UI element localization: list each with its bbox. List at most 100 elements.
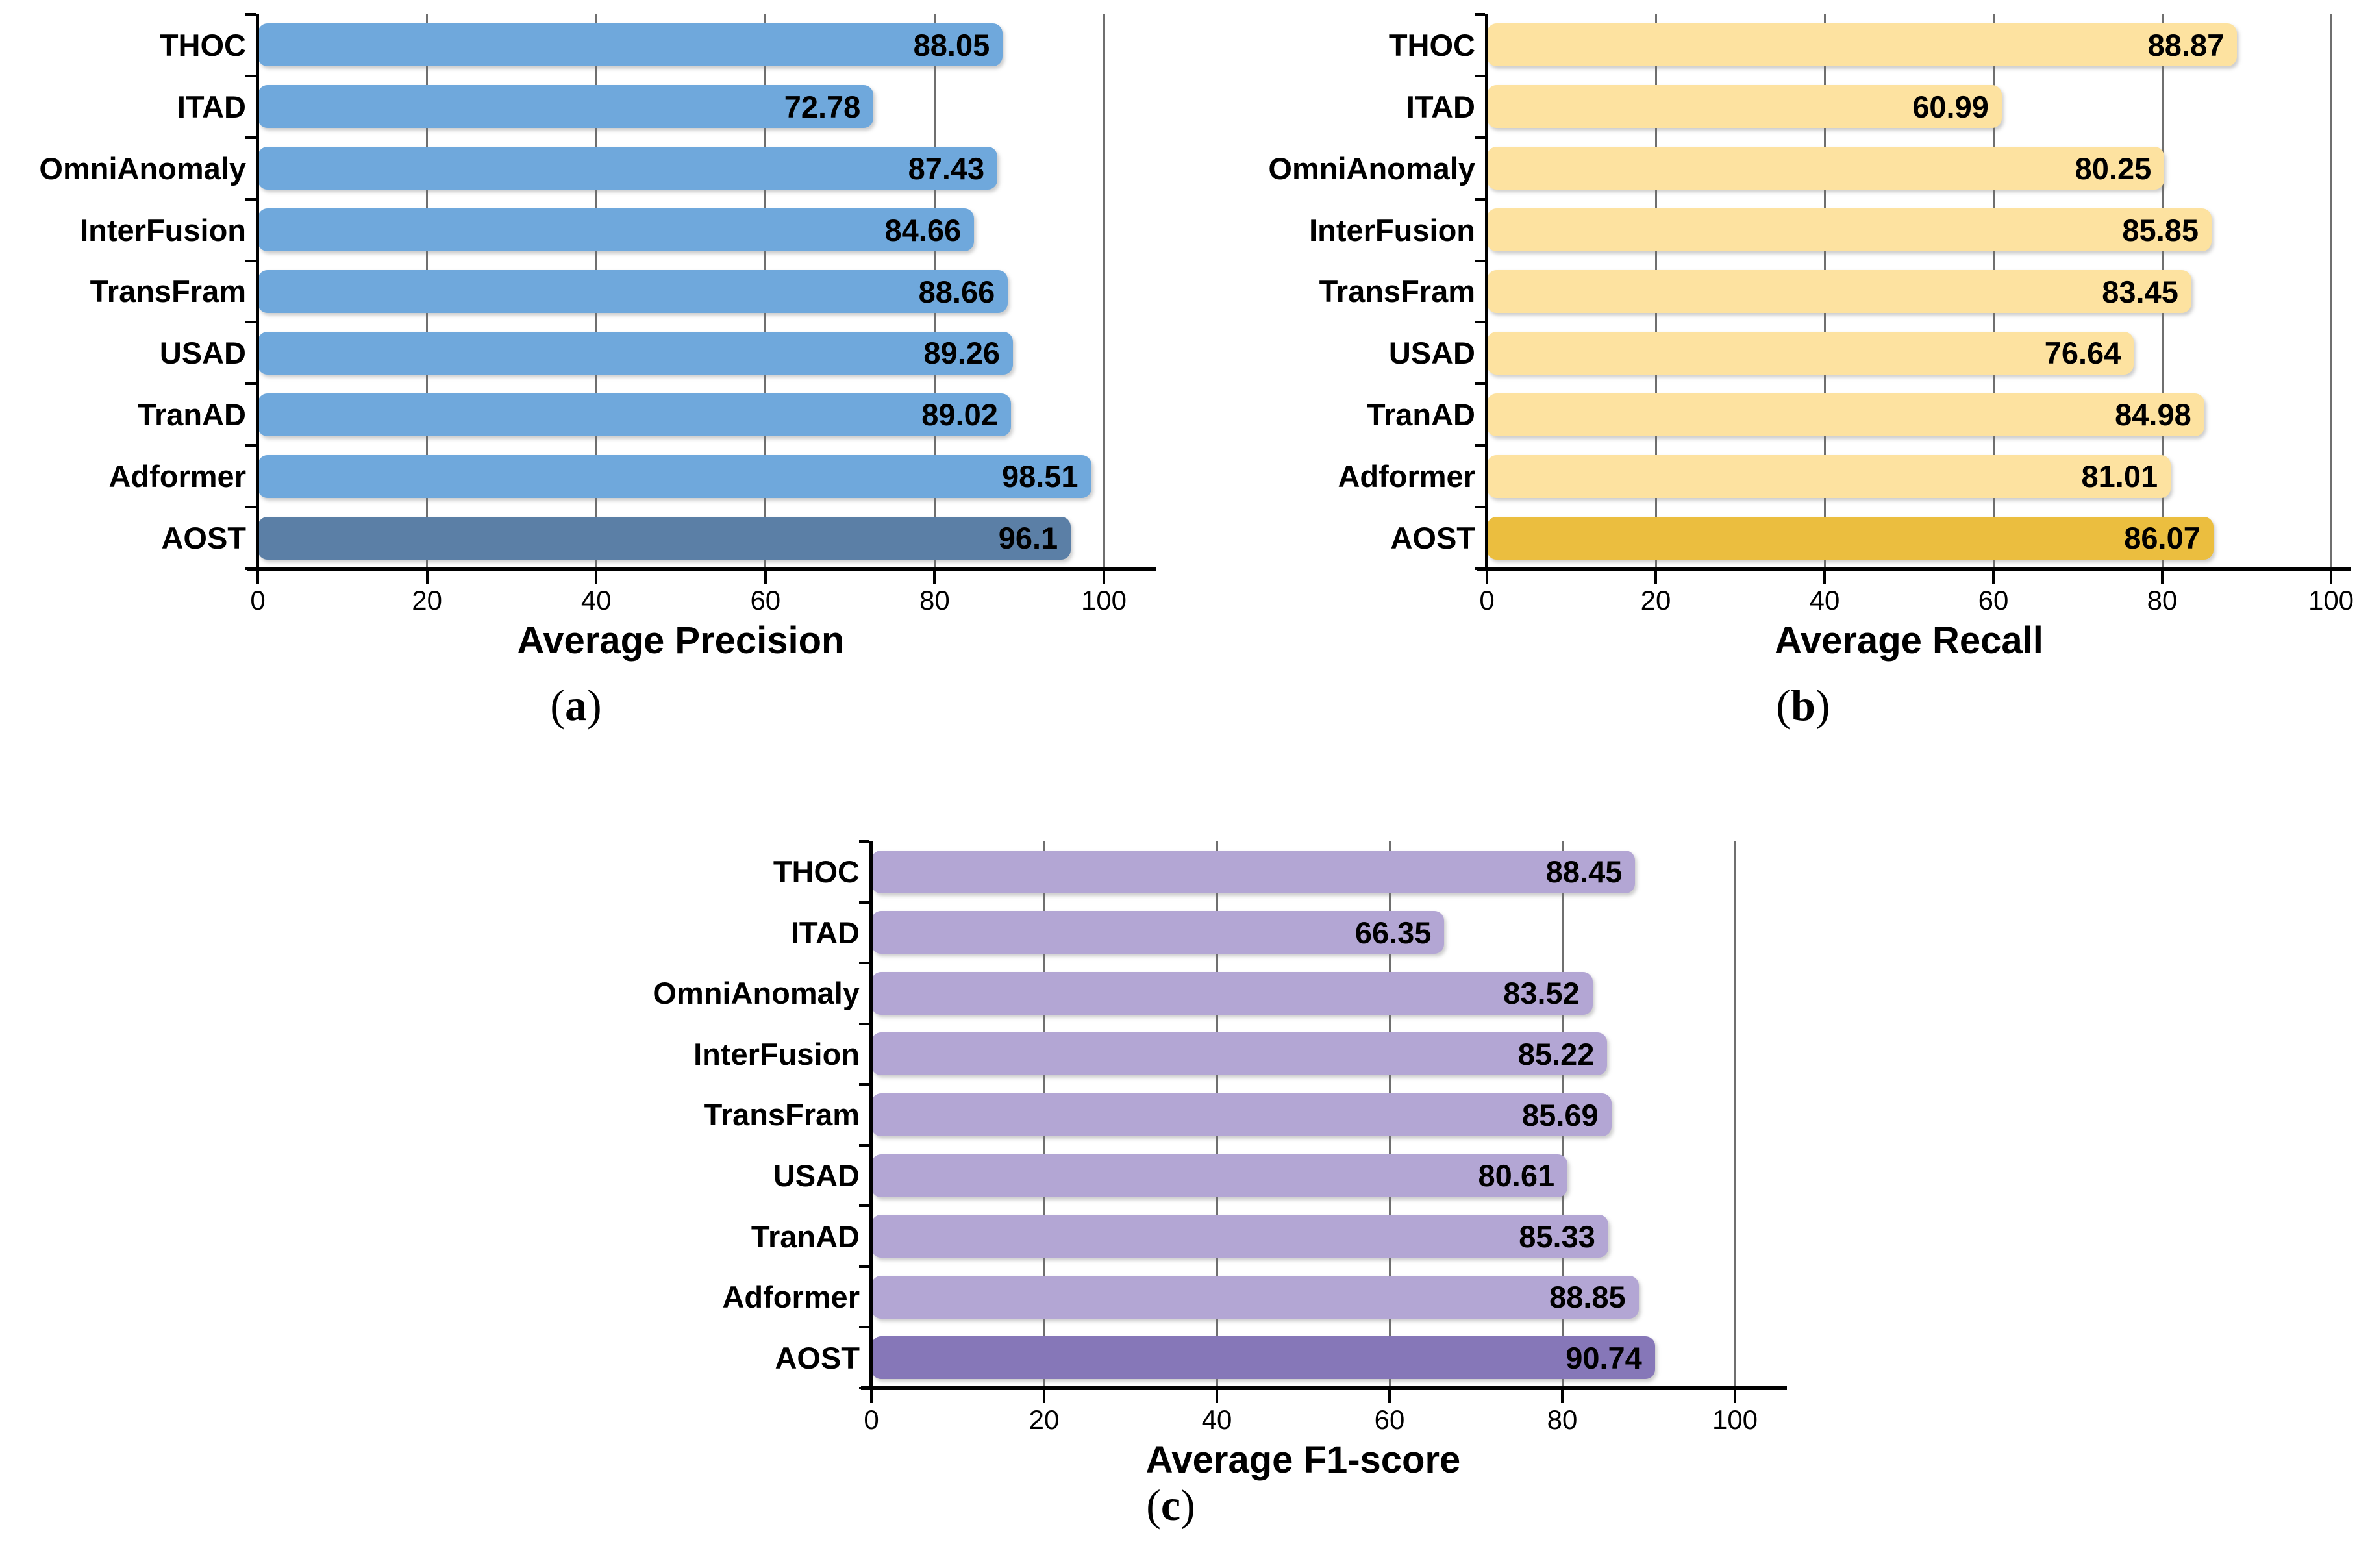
bar-value-label-thoc: 88.45 — [1545, 854, 1623, 890]
category-label-omnianomaly: OmniAnomaly — [39, 151, 246, 186]
bar-value-label-interfusion: 84.66 — [884, 212, 962, 247]
chart-average-recall: 88.87 THOC 60.99 ITAD 80.25 OmniAnomaly 85.85 I… — [1268, 13, 2354, 660]
x-tick-label-20: 20 — [412, 585, 442, 616]
x-axis-tick-40 — [1216, 1390, 1218, 1403]
y-axis-tick — [859, 1265, 869, 1268]
x-tick-label-100: 100 — [1712, 1404, 1758, 1435]
x-tick-label-100: 100 — [2308, 585, 2354, 616]
bar-interfusion: 84.66 — [258, 208, 975, 252]
x-tick-label-60: 60 — [1978, 585, 2009, 616]
x-axis-tick-100 — [2330, 571, 2332, 584]
bar-interfusion: 85.85 — [1487, 208, 2212, 252]
category-label-interfusion: InterFusion — [693, 1036, 860, 1071]
bar-adformer: 88.85 — [871, 1275, 1639, 1319]
y-axis-tick — [1475, 13, 1485, 16]
bar-value-label-itad: 72.78 — [784, 89, 861, 124]
category-label-tranad: TranAD — [137, 397, 246, 432]
chart-average-precision: 88.05 THOC 72.78 ITAD 87.43 OmniAnomaly 84.66 I… — [39, 13, 1156, 660]
y-axis-tick — [245, 136, 256, 139]
x-axis-tick-0 — [1486, 571, 1488, 584]
x-axis-tick-80 — [2161, 571, 2164, 584]
x-axis-line — [1477, 567, 2351, 571]
x-tick-label-60: 60 — [750, 585, 781, 616]
category-label-thoc: THOC — [1388, 27, 1475, 62]
bar-tranad: 84.98 — [1487, 393, 2204, 436]
caption-close-paren: ) — [1815, 680, 1830, 730]
y-axis-tick — [859, 901, 869, 904]
category-label-tranad: TranAD — [1366, 397, 1475, 432]
bar-value-label-transfram: 85.69 — [1522, 1097, 1599, 1132]
category-label-interfusion: InterFusion — [80, 212, 246, 247]
y-axis-tick — [245, 197, 256, 201]
y-axis-tick — [1475, 321, 1485, 324]
bar-value-label-tranad: 85.33 — [1519, 1219, 1595, 1254]
bar-value-label-tranad: 84.98 — [2115, 397, 2191, 432]
x-tick-label-40: 40 — [1201, 1404, 1232, 1435]
bar-itad: 72.78 — [258, 85, 874, 129]
x-tick-label-0: 0 — [1479, 585, 1495, 616]
bar-value-label-adformer: 88.85 — [1549, 1280, 1626, 1315]
y-axis-tick — [245, 13, 256, 16]
x-axis-tick-20 — [1043, 1390, 1045, 1403]
y-axis-tick — [1475, 506, 1485, 509]
bar-itad: 60.99 — [1487, 85, 2002, 129]
caption-close-paren: ) — [1180, 1480, 1195, 1530]
bar-value-label-aost: 86.07 — [2124, 521, 2201, 556]
bar-value-label-transfram: 88.66 — [918, 274, 995, 309]
bar-usad: 89.26 — [258, 331, 1014, 375]
x-axis-tick-40 — [1823, 571, 1826, 584]
category-label-adformer: Adformer — [722, 1280, 860, 1315]
bar-thoc: 88.05 — [258, 23, 1003, 67]
bar-tranad: 85.33 — [871, 1215, 1608, 1258]
category-label-tranad: TranAD — [751, 1219, 860, 1254]
x-axis-tick-80 — [933, 571, 936, 584]
category-label-usad: USAD — [773, 1158, 860, 1193]
bar-transfram: 85.69 — [871, 1093, 1612, 1136]
x-tick-label-80: 80 — [2147, 585, 2178, 616]
bar-thoc: 88.45 — [871, 850, 1636, 893]
bar-value-label-thoc: 88.87 — [2147, 27, 2225, 62]
y-axis-tick — [1475, 382, 1485, 386]
y-axis-tick — [859, 1326, 869, 1329]
category-label-itad: ITAD — [790, 915, 860, 950]
x-tick-label-80: 80 — [1547, 1404, 1578, 1435]
x-axis-tick-0 — [870, 1390, 873, 1403]
y-axis-spine — [1485, 14, 1488, 569]
category-label-aost: AOST — [775, 1340, 860, 1375]
bar-value-label-itad: 60.99 — [1912, 89, 1989, 124]
bar-value-label-aost: 90.74 — [1565, 1340, 1642, 1375]
category-label-itad: ITAD — [177, 89, 246, 124]
bar-value-label-tranad: 89.02 — [921, 397, 998, 432]
y-axis-tick — [1475, 197, 1485, 201]
bar-value-label-omnianomaly: 87.43 — [908, 151, 985, 186]
x-axis-line — [861, 1386, 1787, 1390]
y-axis-tick — [859, 962, 869, 965]
bar-value-label-usad: 89.26 — [923, 336, 1001, 371]
bar-itad: 66.35 — [871, 911, 1445, 954]
y-axis-tick — [1475, 74, 1485, 77]
category-label-adformer: Adformer — [1338, 459, 1475, 494]
caption-letter: b — [1791, 680, 1815, 730]
bar-adformer: 81.01 — [1487, 454, 2171, 498]
bar-value-label-itad: 66.35 — [1354, 915, 1432, 950]
x-axis-tick-100 — [1734, 1390, 1736, 1403]
x-tick-label-20: 20 — [1640, 585, 1671, 616]
y-axis-tick — [245, 382, 256, 386]
bar-usad: 80.61 — [871, 1154, 1568, 1197]
x-axis-tick-20 — [425, 571, 429, 584]
category-label-usad: USAD — [1388, 336, 1475, 371]
y-axis-spine — [256, 14, 259, 569]
x-tick-label-20: 20 — [1029, 1404, 1060, 1435]
bar-aost: 96.1 — [258, 516, 1071, 560]
category-label-transfram: TransFram — [1319, 274, 1475, 309]
x-tick-label-100: 100 — [1080, 585, 1127, 616]
caption-open-paren: ( — [1146, 1480, 1161, 1530]
bar-aost: 86.07 — [1487, 516, 2214, 560]
caption-open-paren: ( — [1776, 680, 1791, 730]
category-label-omnianomaly: OmniAnomaly — [653, 976, 860, 1011]
category-label-usad: USAD — [159, 336, 246, 371]
category-label-adformer: Adformer — [108, 459, 246, 494]
y-axis-tick — [859, 1022, 869, 1025]
category-label-itad: ITAD — [1406, 89, 1475, 124]
